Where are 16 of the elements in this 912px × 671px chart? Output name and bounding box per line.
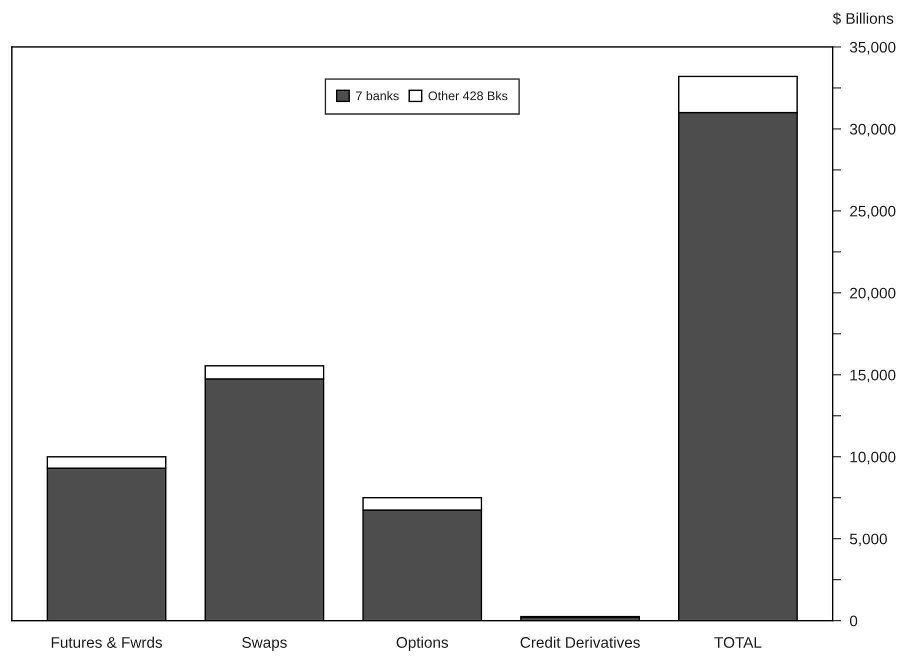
x-tick-label: Swaps [242,637,287,651]
y-tick-label: 10,000 [850,452,896,464]
x-tick-label: Options [396,636,448,651]
y-tick-label: 20,000 [850,288,896,300]
x-tick-label: Credit Derivatives [520,636,640,648]
y-tick-label: 25,000 [850,206,896,218]
legend-label: 7 banks [356,91,399,100]
y-tick-label: 5,000 [850,534,887,546]
y-axis-title: $ Billions [832,12,894,25]
x-tick-label: TOTAL [714,637,762,648]
y-tick-label: 15,000 [850,370,896,382]
x-tick-label: Futures & Fwrds [52,636,162,648]
y-tick-label: 35,000 [850,42,896,54]
y-tick-label: 0 [850,616,858,626]
legend-label: Other 428 Bks [428,91,508,100]
y-tick-label: 30,000 [850,124,896,136]
